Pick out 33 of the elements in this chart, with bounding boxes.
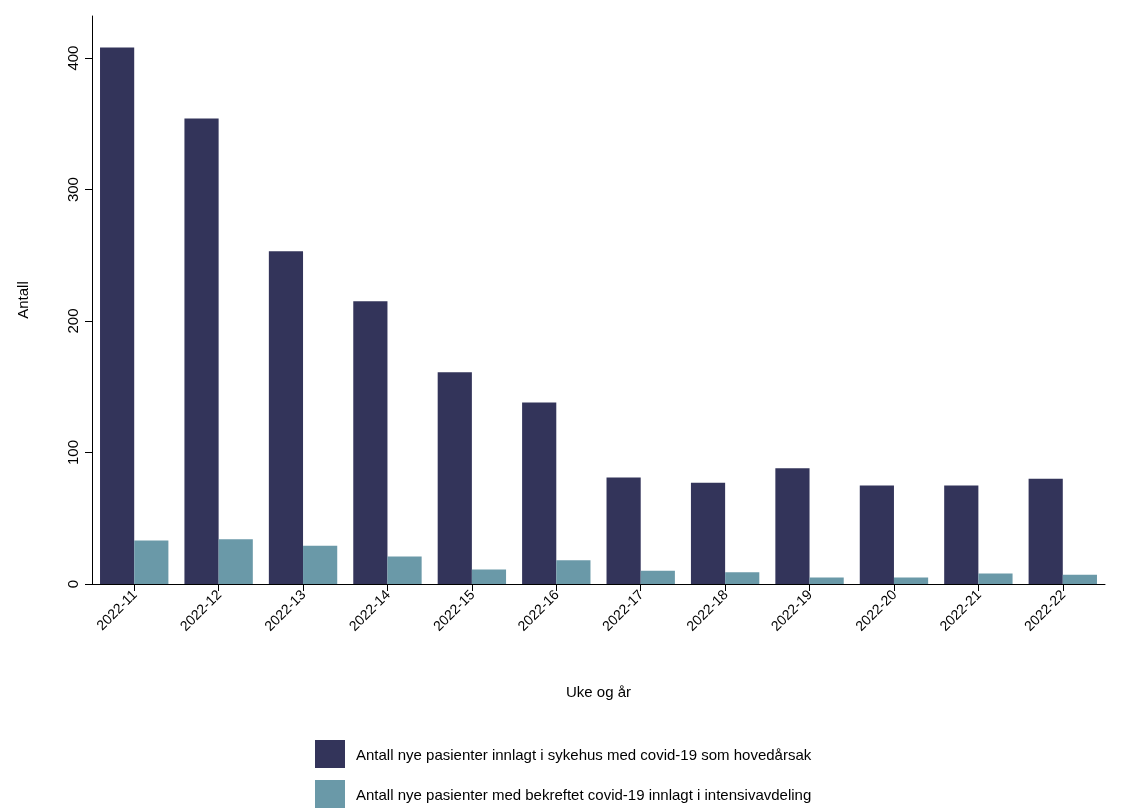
y-tick-label: 100 — [64, 440, 81, 466]
bar — [859, 485, 894, 584]
bar — [606, 477, 641, 584]
y-tick-label: 200 — [64, 308, 81, 334]
x-axis-title: Uke og år — [565, 683, 632, 700]
legend-label: Antall nye pasienter innlagt i sykehus med covid-19 som hovedårsak — [356, 745, 812, 763]
bar — [978, 573, 1013, 584]
bar — [1028, 478, 1063, 584]
bar — [218, 539, 253, 584]
bar — [437, 372, 472, 584]
y-tick-label: 0 — [64, 579, 81, 589]
y-axis-title: Antall — [14, 281, 31, 319]
bar — [556, 560, 591, 584]
y-tick-label: 300 — [64, 177, 81, 203]
y-tick-label: 400 — [64, 45, 81, 71]
bar — [471, 569, 507, 584]
bar — [303, 545, 338, 584]
bar — [893, 577, 929, 584]
bar — [1062, 574, 1097, 584]
bar — [775, 468, 810, 584]
bar — [944, 485, 979, 584]
legend-label: Antall nye pasienter med bekreftet covid-19 innlagt i intensivavdeling — [356, 785, 812, 803]
bar — [809, 577, 844, 584]
bar — [100, 47, 135, 584]
bar — [640, 570, 675, 584]
bar — [387, 556, 422, 584]
bar — [184, 118, 219, 584]
bar — [725, 572, 760, 584]
bar — [353, 301, 388, 584]
bar — [134, 540, 169, 584]
bar — [690, 482, 726, 584]
bar — [268, 251, 304, 584]
bar — [522, 402, 557, 584]
